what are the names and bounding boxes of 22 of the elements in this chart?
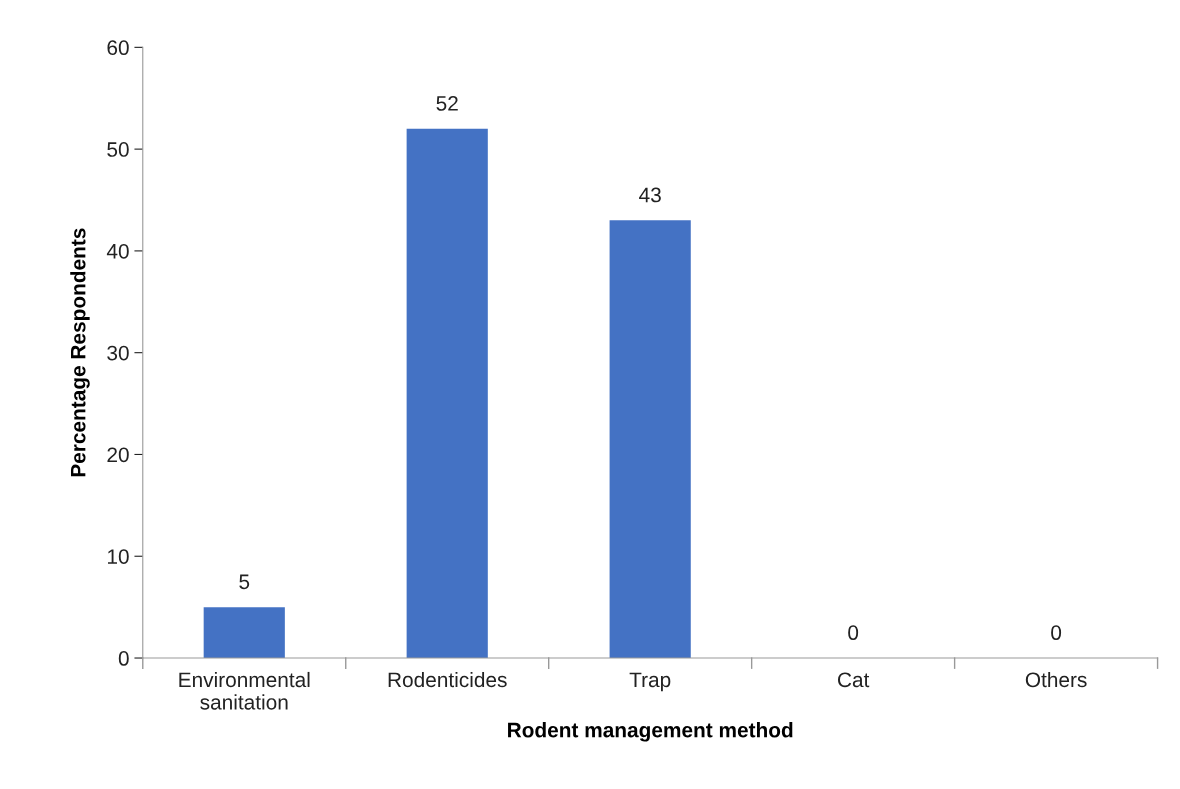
y-tick-label: 20 — [107, 447, 129, 463]
data-label: 5 — [239, 574, 250, 590]
data-label: 0 — [848, 625, 859, 641]
x-tick-label: Rodenticides — [388, 671, 507, 688]
data-label: 43 — [639, 187, 661, 203]
y-tick-label: 30 — [107, 345, 129, 361]
y-tick-label: 40 — [106, 243, 129, 259]
bar — [609, 220, 691, 659]
x-tick-label: Cat — [837, 672, 870, 688]
y-tick-label: 60 — [107, 40, 129, 56]
x-tick-label: Environmental sanitation — [179, 671, 310, 710]
y-axis-title: Percentage Respondents — [70, 228, 90, 477]
data-label: 52 — [436, 96, 458, 111]
x-tick-label: Others — [1025, 671, 1087, 688]
bar — [203, 607, 285, 659]
bar — [406, 128, 488, 659]
data-label: 0 — [1051, 625, 1062, 641]
x-tick-label: Trap — [629, 672, 671, 692]
y-tick-label: 10 — [108, 549, 129, 564]
y-tick-label: 50 — [107, 142, 129, 157]
x-axis-title: Rodent management method — [508, 722, 793, 742]
y-tick-label: 0 — [118, 651, 129, 666]
